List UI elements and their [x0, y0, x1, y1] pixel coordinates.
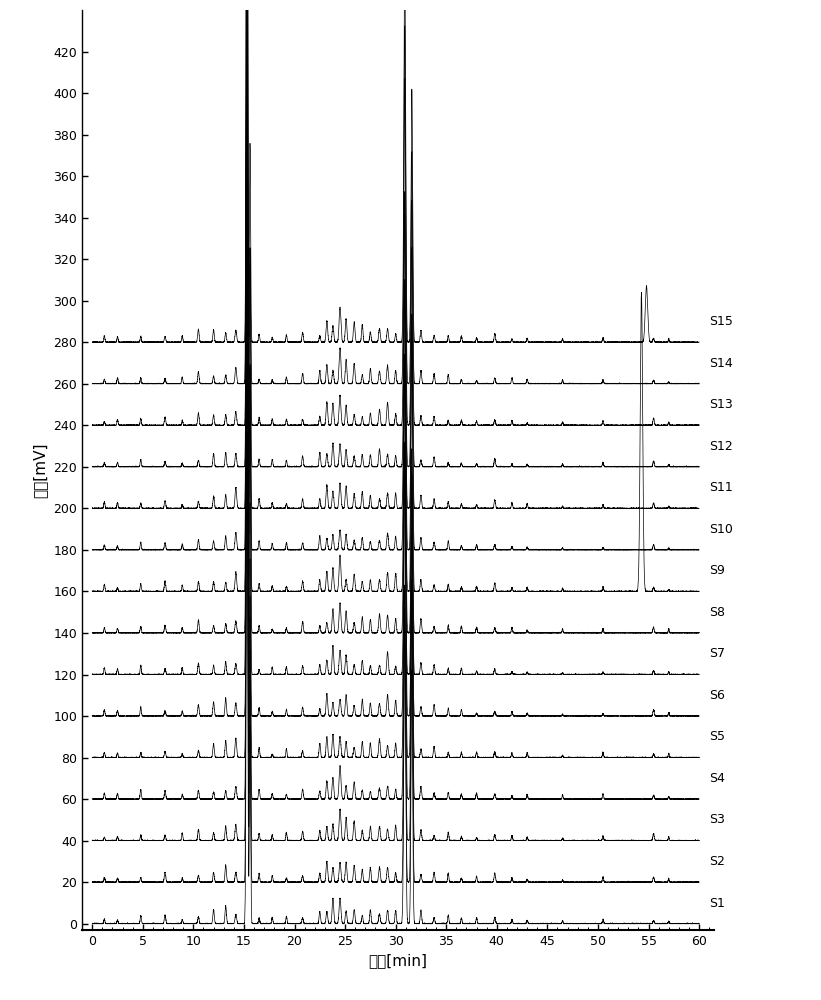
- Text: S9: S9: [709, 564, 725, 577]
- Text: S2: S2: [709, 855, 725, 868]
- Text: S3: S3: [709, 813, 725, 826]
- Text: S4: S4: [709, 772, 725, 785]
- Text: S6: S6: [709, 689, 725, 702]
- X-axis label: 时间[min]: 时间[min]: [369, 953, 428, 968]
- Text: S1: S1: [709, 897, 725, 910]
- Text: S15: S15: [709, 315, 733, 328]
- Text: S5: S5: [709, 730, 725, 743]
- Y-axis label: 信号[mV]: 信号[mV]: [33, 442, 48, 498]
- Text: S7: S7: [709, 647, 725, 660]
- Text: S14: S14: [709, 357, 733, 370]
- Text: S10: S10: [709, 523, 733, 536]
- Text: S11: S11: [709, 481, 733, 494]
- Text: S12: S12: [709, 440, 733, 453]
- Text: S8: S8: [709, 606, 725, 619]
- Text: S13: S13: [709, 398, 733, 411]
